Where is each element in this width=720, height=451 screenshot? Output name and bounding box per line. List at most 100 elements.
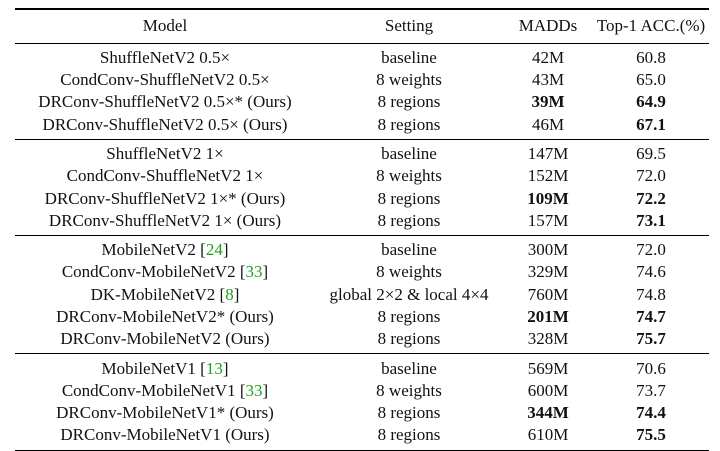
cell-accuracy: 75.7 bbox=[636, 329, 666, 349]
cell-madds: 152M bbox=[527, 166, 569, 186]
cell-accuracy: 74.6 bbox=[636, 262, 666, 282]
group-separator bbox=[15, 42, 709, 44]
cell-accuracy: 72.0 bbox=[636, 166, 666, 186]
table-row: MobileNetV1 [13] baseline 569M 70.6 bbox=[15, 357, 709, 379]
table-row: DRConv-MobileNetV2 (Ours) 8 regions 328M 75… bbox=[15, 328, 709, 350]
table-body: ShuffleNetV2 0.5× baseline 42M 60.8 CondConv… bbox=[15, 42, 709, 450]
model-name: CondConv-MobileNetV2 bbox=[61, 262, 236, 282]
cell-model: MobileNetV2 [24] bbox=[101, 240, 229, 260]
cell-accuracy: 60.8 bbox=[636, 47, 666, 67]
table-row: DRConv-MobileNetV2* (Ours) 8 regions 201M 7… bbox=[15, 306, 709, 328]
cell-madds: 39M bbox=[531, 92, 565, 112]
cell-setting: baseline bbox=[381, 47, 437, 67]
table-row: DRConv-MobileNetV1 (Ours) 8 regions 610M 75… bbox=[15, 424, 709, 446]
cell-setting: 8 regions bbox=[377, 425, 441, 445]
cell-madds: 600M bbox=[527, 380, 569, 400]
table-row: DRConv-MobileNetV1* (Ours) 8 regions 344M 7… bbox=[15, 402, 709, 424]
cell-model: DRConv-ShuffleNetV2 0.5× (Ours) bbox=[15, 115, 315, 135]
header-madds: MADDs bbox=[518, 16, 578, 36]
model-name: DRConv-ShuffleNetV2 1×* (Ours) bbox=[44, 188, 286, 208]
table-row: DK-MobileNetV2 [8] global 2×2 & local 4×4… bbox=[15, 284, 709, 306]
table-row: MobileNetV2 [24] baseline 300M 72.0 bbox=[15, 239, 709, 261]
cell-setting: 8 regions bbox=[377, 307, 441, 326]
citation-link[interactable]: 33 bbox=[245, 262, 263, 282]
citation-link[interactable]: 24 bbox=[205, 240, 223, 260]
cell-model: DRConv-MobileNetV2 (Ours) bbox=[15, 329, 315, 349]
cell-setting: baseline bbox=[381, 143, 437, 163]
cell-accuracy: 73.1 bbox=[636, 210, 666, 230]
cell-setting: 8 weights bbox=[376, 380, 442, 400]
cell-accuracy: 70.6 bbox=[636, 358, 666, 378]
cell-model: DRConv-ShuffleNetV2 0.5×* (Ours) bbox=[15, 92, 315, 112]
table-row: DRConv-ShuffleNetV2 1×* (Ours) 8 regions 1… bbox=[15, 187, 709, 209]
cell-accuracy: 69.5 bbox=[636, 143, 666, 163]
table-row: CondConv-MobileNetV2 [33] 8 weights 329M 74… bbox=[15, 261, 709, 283]
cell-model: DRConv-ShuffleNetV2 1× (Ours) bbox=[15, 211, 315, 231]
cell-madds: 300M bbox=[527, 240, 569, 260]
group-separator bbox=[15, 138, 709, 140]
top-rule bbox=[15, 8, 709, 10]
table-row: ShuffleNetV2 1× baseline 147M 69.5 bbox=[15, 143, 709, 165]
table-row: DRConv-ShuffleNetV2 0.5× (Ours) 8 regions… bbox=[15, 113, 709, 135]
cell-setting: 8 regions bbox=[377, 403, 441, 423]
model-name: MobileNetV1 bbox=[101, 358, 196, 378]
table-row: DRConv-ShuffleNetV2 0.5×* (Ours) 8 region… bbox=[15, 91, 709, 113]
cell-setting: 8 regions bbox=[377, 210, 441, 230]
group-separator bbox=[15, 234, 709, 236]
cell-setting: baseline bbox=[381, 358, 437, 378]
model-name: DRConv-MobileNetV1* (Ours) bbox=[56, 403, 274, 423]
cell-accuracy: 67.1 bbox=[636, 114, 666, 134]
citation-link[interactable]: 8 bbox=[225, 284, 234, 304]
cell-madds: 329M bbox=[527, 262, 569, 282]
cell-madds: 760M bbox=[527, 284, 569, 304]
cell-madds: 157M bbox=[527, 210, 569, 230]
cell-model: CondConv-ShuffleNetV2 1× bbox=[15, 166, 315, 186]
header-model: Model bbox=[142, 16, 188, 36]
cell-madds: 569M bbox=[527, 358, 569, 378]
header-row: Model Setting MADDs Top-1 ACC.(%) bbox=[15, 10, 709, 43]
citation-link[interactable]: 33 bbox=[245, 380, 263, 400]
model-name: CondConv-ShuffleNetV2 1× bbox=[66, 166, 264, 186]
model-name: CondConv-MobileNetV1 bbox=[61, 380, 236, 400]
cell-setting: global 2×2 & local 4×4 bbox=[329, 284, 489, 304]
model-name: DRConv-MobileNetV2 (Ours) bbox=[60, 329, 270, 349]
model-name: DRConv-ShuffleNetV2 1× (Ours) bbox=[48, 210, 282, 230]
table-row: CondConv-ShuffleNetV2 0.5× 8 weights 43M 65… bbox=[15, 69, 709, 91]
cell-madds: 109M bbox=[527, 188, 569, 208]
cell-madds: 344M bbox=[527, 403, 569, 423]
cell-setting: 8 regions bbox=[377, 188, 441, 208]
cell-model: DRConv-MobileNetV1* (Ours) bbox=[15, 403, 315, 423]
cell-accuracy: 65.0 bbox=[636, 70, 666, 90]
cell-model: CondConv-MobileNetV1 [33] bbox=[61, 380, 269, 400]
citation-link[interactable]: 13 bbox=[205, 358, 223, 378]
cell-setting: 8 regions bbox=[377, 114, 441, 134]
model-name: ShuffleNetV2 1× bbox=[106, 143, 224, 163]
cell-madds: 201M bbox=[527, 307, 569, 326]
model-name: DRConv-ShuffleNetV2 0.5×* (Ours) bbox=[38, 92, 292, 112]
header-setting: Setting bbox=[384, 16, 434, 36]
cell-accuracy: 75.5 bbox=[636, 425, 666, 445]
cell-accuracy: 74.7 bbox=[636, 307, 666, 326]
cell-madds: 42M bbox=[531, 47, 565, 67]
cell-model: DRConv-MobileNetV2* (Ours) bbox=[15, 307, 315, 327]
table-row: CondConv-MobileNetV1 [33] 8 weights 600M 73… bbox=[15, 380, 709, 402]
cell-setting: baseline bbox=[381, 240, 437, 260]
cell-model: MobileNetV1 [13] bbox=[101, 358, 229, 378]
group-separator bbox=[15, 353, 709, 355]
cell-accuracy: 72.0 bbox=[636, 240, 666, 260]
model-name: DRConv-ShuffleNetV2 0.5× (Ours) bbox=[42, 114, 288, 134]
table-row: CondConv-ShuffleNetV2 1× 8 weights 152M 72.… bbox=[15, 165, 709, 187]
cell-model: CondConv-ShuffleNetV2 0.5× bbox=[15, 70, 315, 90]
model-name: CondConv-ShuffleNetV2 0.5× bbox=[60, 70, 270, 90]
model-name: DRConv-MobileNetV1 (Ours) bbox=[60, 425, 270, 445]
cell-setting: 8 weights bbox=[376, 70, 442, 90]
cell-accuracy: 64.9 bbox=[636, 92, 666, 112]
header-accuracy: Top-1 ACC.(%) bbox=[596, 16, 706, 36]
cell-setting: 8 regions bbox=[377, 92, 441, 112]
cell-madds: 147M bbox=[527, 143, 569, 163]
model-name: DK-MobileNetV2 bbox=[90, 284, 216, 304]
cell-accuracy: 74.8 bbox=[636, 284, 666, 304]
cell-model: CondConv-MobileNetV2 [33] bbox=[61, 262, 269, 282]
model-name: MobileNetV2 bbox=[101, 240, 196, 260]
cell-setting: 8 regions bbox=[377, 329, 441, 349]
